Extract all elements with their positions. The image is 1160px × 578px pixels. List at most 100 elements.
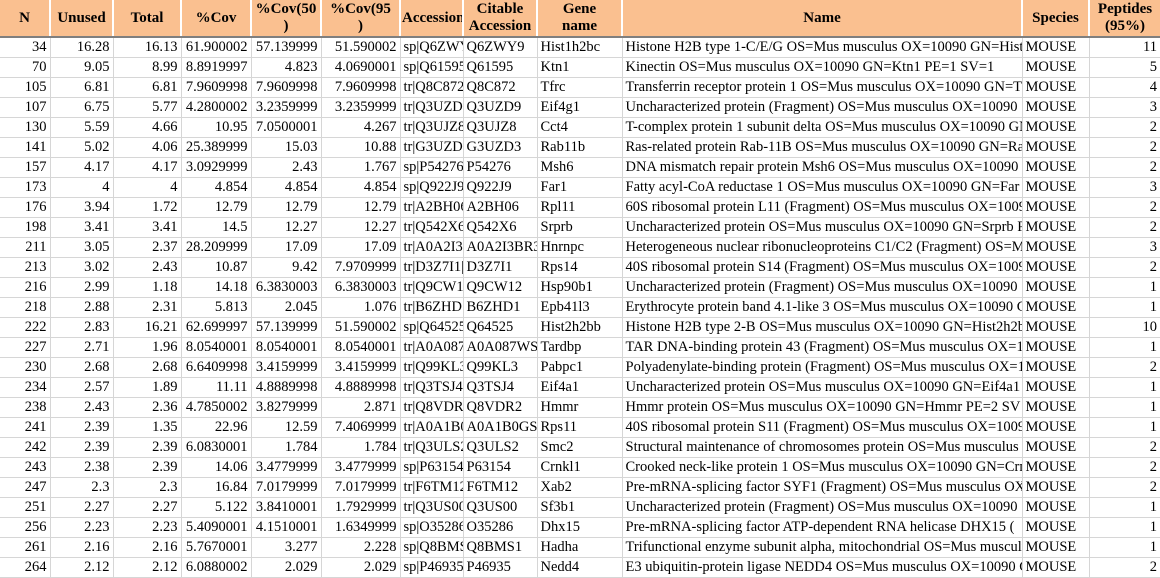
cell-name[interactable]: Histone H2B type 2-B OS=Mus musculus OX=… [622, 317, 1023, 338]
cell-pct-cov-95[interactable]: 1.784 [321, 437, 401, 458]
cell-name[interactable]: Uncharacterized protein (Fragment) OS=Mu… [622, 277, 1023, 298]
cell-pct-cov[interactable]: 14.06 [181, 457, 252, 478]
cell-total[interactable]: 5.77 [113, 97, 182, 118]
cell-peptides-95[interactable]: 1 [1089, 537, 1160, 558]
cell-pct-cov-95[interactable]: 3.4159999 [321, 357, 401, 378]
cell-unused[interactable]: 6.81 [50, 77, 114, 98]
cell-total[interactable]: 2.3 [113, 477, 182, 498]
cell-species[interactable]: MOUSE [1022, 137, 1090, 158]
cell-peptides-95[interactable]: 4 [1089, 77, 1160, 98]
cell-gene-name[interactable]: Rab11b [537, 137, 623, 158]
cell-name[interactable]: Pre-mRNA-splicing factor SYF1 (Fragment)… [622, 477, 1023, 498]
cell-n[interactable]: 211 [0, 237, 51, 258]
cell-pct-cov[interactable]: 4.7850002 [181, 397, 252, 418]
cell-gene-name[interactable]: Sf3b1 [537, 497, 623, 518]
cell-unused[interactable]: 2.43 [50, 397, 114, 418]
cell-name[interactable]: Histone H2B type 1-C/E/G OS=Mus musculus… [622, 37, 1023, 58]
cell-pct-cov-95[interactable]: 7.9609998 [321, 77, 401, 98]
cell-pct-cov-95[interactable]: 4.267 [321, 117, 401, 138]
cell-pct-cov[interactable]: 8.8919997 [181, 57, 252, 78]
cell-n[interactable]: 105 [0, 77, 51, 98]
cell-name[interactable]: Uncharacterized protein OS=Mus musculus … [622, 377, 1023, 398]
cell-name[interactable]: 60S ribosomal protein L11 (Fragment) OS=… [622, 197, 1023, 218]
cell-pct-cov-50[interactable]: 9.42 [251, 257, 322, 278]
cell-pct-cov-95[interactable]: 4.854 [321, 177, 401, 198]
cell-n[interactable]: 251 [0, 497, 51, 518]
cell-pct-cov-50[interactable]: 3.8410001 [251, 497, 322, 518]
cell-pct-cov-50[interactable]: 3.8279999 [251, 397, 322, 418]
cell-species[interactable]: MOUSE [1022, 537, 1090, 558]
cell-citable-accession[interactable]: Q3UJZ8 [463, 117, 538, 138]
cell-pct-cov-50[interactable]: 15.03 [251, 137, 322, 158]
cell-pct-cov-50[interactable]: 4.8889998 [251, 377, 322, 398]
cell-pct-cov[interactable]: 16.84 [181, 477, 252, 498]
cell-accession[interactable]: tr|A0A1B0G [400, 417, 464, 438]
cell-total[interactable]: 2.36 [113, 397, 182, 418]
cell-pct-cov-95[interactable]: 7.0179999 [321, 477, 401, 498]
column-header-pct-cov-50[interactable]: %Cov(50 ) [251, 0, 322, 38]
cell-citable-accession[interactable]: Q61595 [463, 57, 538, 78]
cell-accession[interactable]: tr|Q8C872|Q [400, 77, 464, 98]
cell-pct-cov[interactable]: 5.7670001 [181, 537, 252, 558]
cell-unused[interactable]: 3.41 [50, 217, 114, 238]
cell-name[interactable]: Pre-mRNA-splicing factor ATP-dependent R… [622, 517, 1023, 538]
cell-pct-cov-95[interactable]: 4.0690001 [321, 57, 401, 78]
cell-unused[interactable]: 2.38 [50, 457, 114, 478]
cell-total[interactable]: 1.35 [113, 417, 182, 438]
cell-n[interactable]: 256 [0, 517, 51, 538]
cell-pct-cov-95[interactable]: 12.79 [321, 197, 401, 218]
cell-pct-cov-50[interactable]: 2.43 [251, 157, 322, 178]
cell-total[interactable]: 1.18 [113, 277, 182, 298]
cell-pct-cov-50[interactable]: 6.3830003 [251, 277, 322, 298]
cell-peptides-95[interactable]: 2 [1089, 117, 1160, 138]
cell-unused[interactable]: 4 [50, 177, 114, 198]
cell-total[interactable]: 2.39 [113, 457, 182, 478]
cell-citable-accession[interactable]: Q3TSJ4 [463, 377, 538, 398]
cell-pct-cov[interactable]: 4.854 [181, 177, 252, 198]
cell-accession[interactable]: tr|A0A087W [400, 337, 464, 358]
cell-accession[interactable]: tr|Q3ULS2|Q [400, 437, 464, 458]
cell-name[interactable]: Uncharacterized protein (Fragment) OS=Mu… [622, 497, 1023, 518]
cell-total[interactable]: 16.13 [113, 37, 182, 58]
cell-peptides-95[interactable]: 1 [1089, 297, 1160, 318]
column-header-citable-accession[interactable]: Citable Accession [463, 0, 538, 38]
cell-total[interactable]: 1.89 [113, 377, 182, 398]
cell-gene-name[interactable]: Eif4a1 [537, 377, 623, 398]
cell-pct-cov-95[interactable]: 8.0540001 [321, 337, 401, 358]
cell-pct-cov[interactable]: 22.96 [181, 417, 252, 438]
cell-gene-name[interactable]: Rps11 [537, 417, 623, 438]
cell-accession[interactable]: sp|P46935|N [400, 557, 464, 578]
cell-species[interactable]: MOUSE [1022, 337, 1090, 358]
cell-pct-cov[interactable]: 6.0880002 [181, 557, 252, 578]
cell-citable-accession[interactable]: Q542X6 [463, 217, 538, 238]
cell-pct-cov-95[interactable]: 51.590002 [321, 37, 401, 58]
cell-accession[interactable]: tr|Q8VDR2| [400, 397, 464, 418]
cell-accession[interactable]: tr|Q542X6|Q [400, 217, 464, 238]
column-header-total[interactable]: Total [113, 0, 182, 38]
cell-pct-cov-95[interactable]: 1.7929999 [321, 497, 401, 518]
cell-gene-name[interactable]: Ktn1 [537, 57, 623, 78]
cell-peptides-95[interactable]: 2 [1089, 437, 1160, 458]
cell-n[interactable]: 107 [0, 97, 51, 118]
column-header-pct-cov-95[interactable]: %Cov(95 ) [321, 0, 401, 38]
cell-pct-cov-95[interactable]: 10.88 [321, 137, 401, 158]
cell-gene-name[interactable]: Epb41l3 [537, 297, 623, 318]
cell-pct-cov[interactable]: 4.2800002 [181, 97, 252, 118]
cell-total[interactable]: 4 [113, 177, 182, 198]
cell-name[interactable]: Kinectin OS=Mus musculus OX=10090 GN=Ktn… [622, 57, 1023, 78]
cell-n[interactable]: 176 [0, 197, 51, 218]
cell-pct-cov-95[interactable]: 2.871 [321, 397, 401, 418]
cell-pct-cov-95[interactable]: 51.590002 [321, 317, 401, 338]
cell-pct-cov-50[interactable]: 4.1510001 [251, 517, 322, 538]
cell-peptides-95[interactable]: 1 [1089, 517, 1160, 538]
cell-n[interactable]: 241 [0, 417, 51, 438]
cell-accession[interactable]: sp|P63154|C [400, 457, 464, 478]
cell-gene-name[interactable]: Msh6 [537, 157, 623, 178]
cell-total[interactable]: 2.23 [113, 517, 182, 538]
cell-species[interactable]: MOUSE [1022, 177, 1090, 198]
cell-name[interactable]: Fatty acyl-CoA reductase 1 OS=Mus muscul… [622, 177, 1023, 198]
cell-species[interactable]: MOUSE [1022, 317, 1090, 338]
cell-species[interactable]: MOUSE [1022, 557, 1090, 578]
cell-n[interactable]: 216 [0, 277, 51, 298]
cell-citable-accession[interactable]: Q8BMS1 [463, 537, 538, 558]
